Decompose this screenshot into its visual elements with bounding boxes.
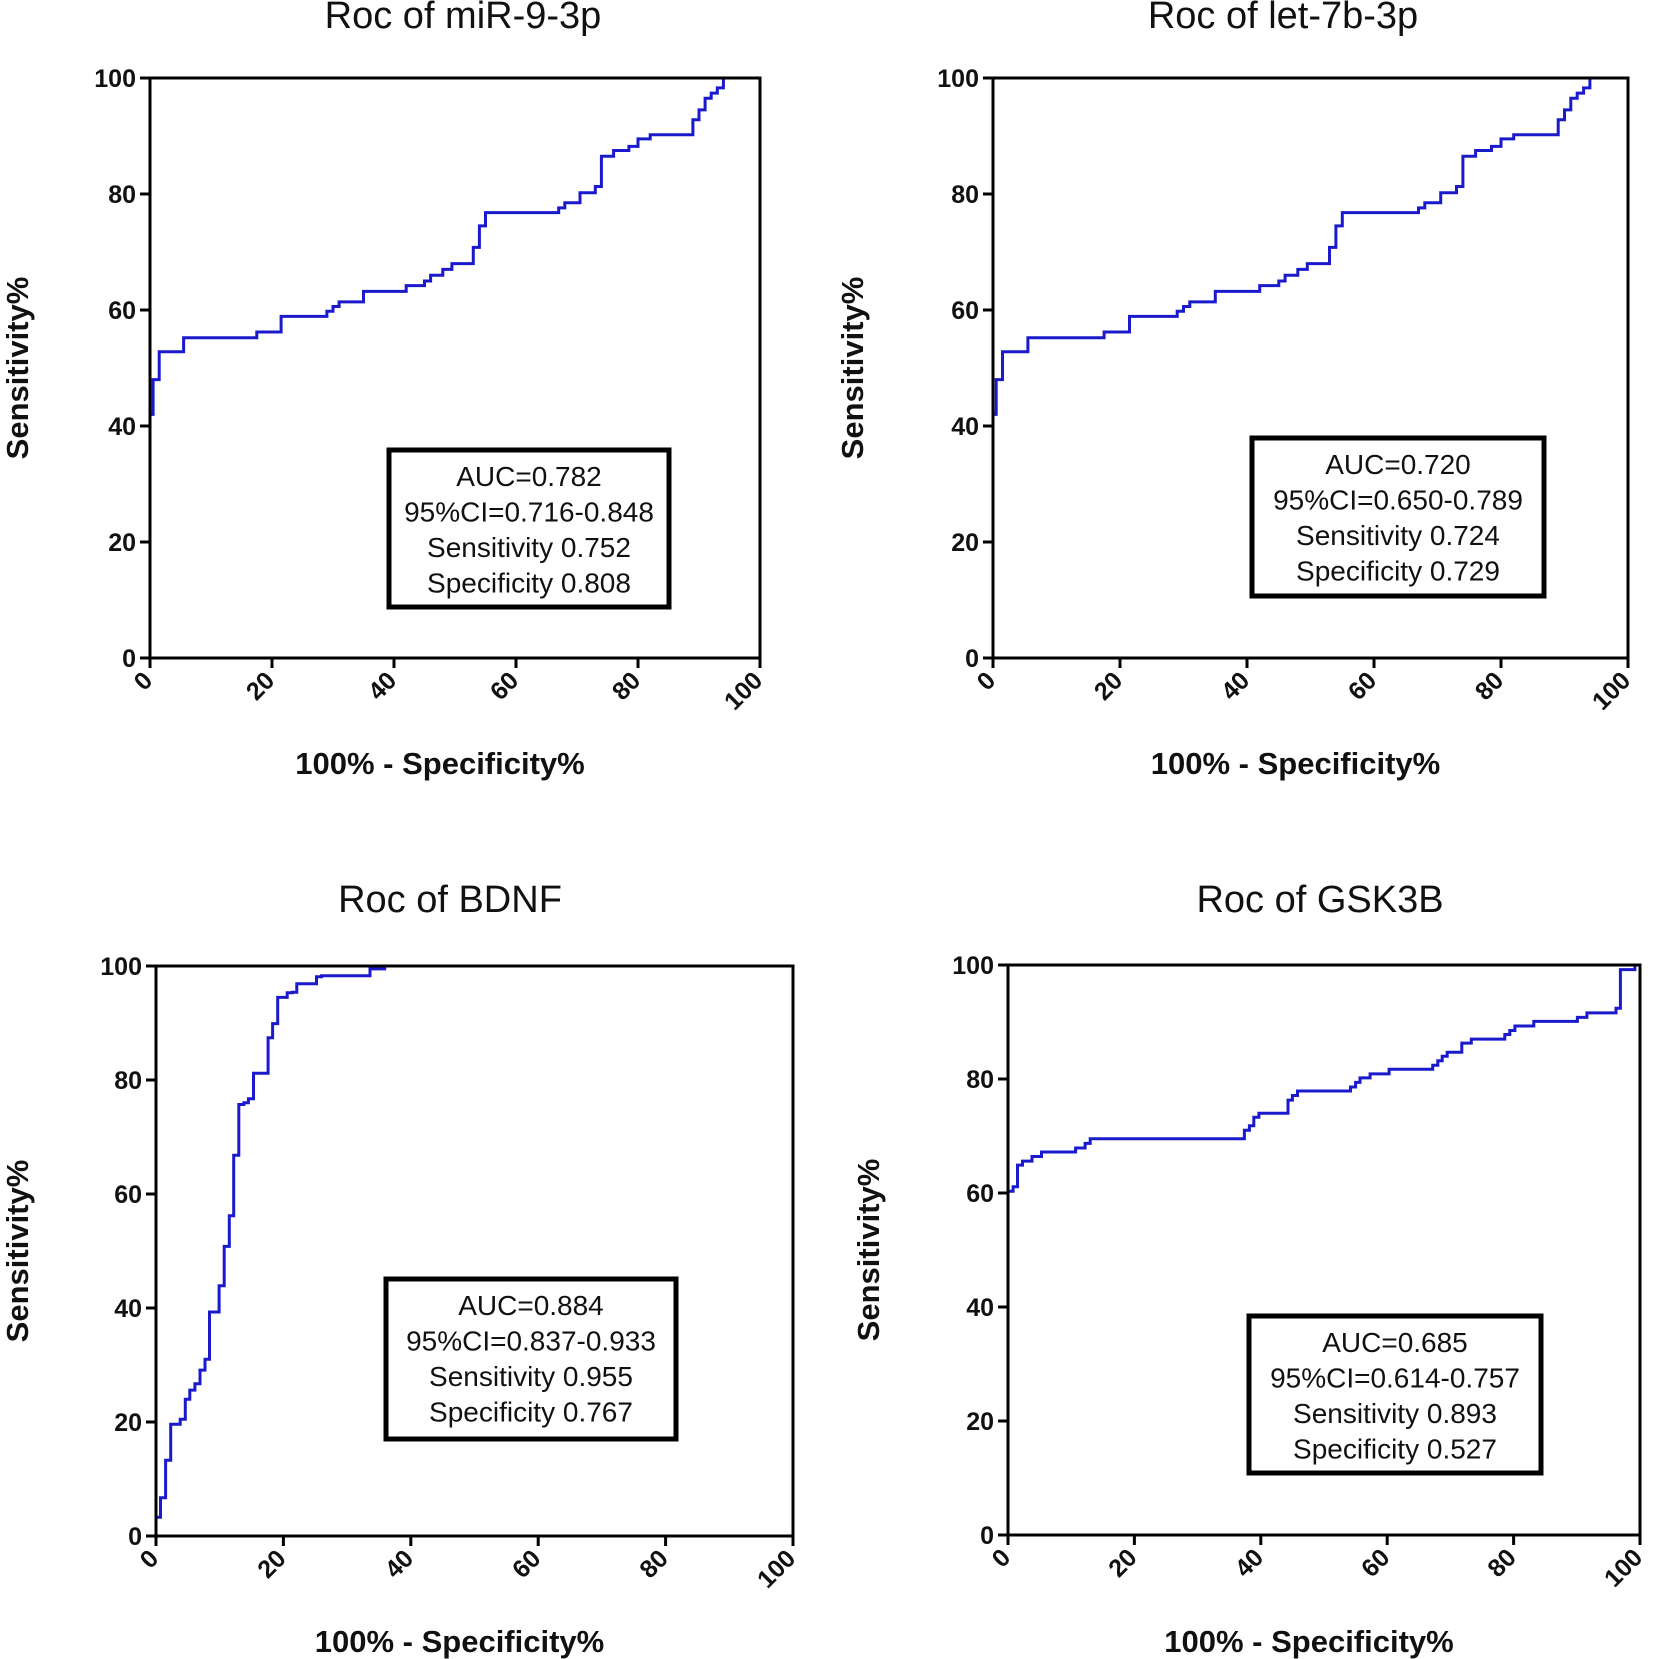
x-tick-label: 80	[1482, 1543, 1521, 1582]
y-tick-label: 100	[937, 65, 979, 93]
chart-title: Roc of let-7b-3p	[1148, 0, 1418, 37]
x-tick-label: 100	[752, 1544, 801, 1593]
y-tick-label: 80	[951, 181, 979, 209]
x-axis-title: 100% - Specificity%	[1164, 1624, 1453, 1659]
y-tick-label: 60	[114, 1181, 142, 1209]
y-tick-label: 20	[108, 529, 136, 557]
roc-panel-3: Roc of BDNF 0 20 40 60 80 100 0 20 40 60 80 100 100% …	[0, 879, 801, 1659]
stats-box: AUC=0.782 95%CI=0.716-0.848 Sensitivity 0.…	[386, 447, 672, 610]
stats-line: 95%CI=0.837-0.933	[406, 1326, 656, 1357]
x-tick-label: 20	[241, 666, 280, 705]
roc-curve	[1006, 963, 1640, 1535]
plot-frame	[991, 76, 1630, 660]
roc-panel-1: Roc of miR-9-3p 0 20 40 60 80 100 0 20 40 60 80 100 1…	[0, 0, 768, 781]
stats-line: Sensitivity 0.893	[1293, 1398, 1497, 1429]
x-tick-label: 0	[135, 1544, 165, 1574]
x-tick-label: 0	[129, 666, 159, 696]
y-tick-label: 60	[108, 297, 136, 325]
y-axis-title: Sensitivity%	[0, 1160, 35, 1343]
x-tick-label: 100	[1587, 666, 1636, 715]
y-tick-label: 80	[966, 1066, 994, 1094]
roc-panel-4: Roc of GSK3B 0 20 40 60 80 100 0 20 40 60 80 100 100%…	[851, 879, 1648, 1659]
y-tick-label: 80	[108, 181, 136, 209]
stats-line: 95%CI=0.614-0.757	[1270, 1363, 1520, 1394]
chart-title: Roc of BDNF	[338, 879, 562, 921]
stats-box-frame	[1246, 1313, 1544, 1476]
x-tick-label: 0	[987, 1543, 1017, 1573]
y-tick-label: 0	[965, 645, 979, 673]
y-tick-label: 40	[108, 413, 136, 441]
y-tick-label: 40	[114, 1295, 142, 1323]
x-tick-label: 100	[1599, 1543, 1648, 1592]
x-tick-label: 60	[1343, 666, 1382, 705]
stats-line: 95%CI=0.650-0.789	[1273, 485, 1523, 516]
stats-box-frame	[1249, 435, 1547, 599]
plot-frame	[1006, 963, 1642, 1537]
stats-line: AUC=0.685	[1322, 1327, 1468, 1358]
y-tick-label: 60	[951, 297, 979, 325]
x-tick-label: 20	[1089, 666, 1128, 705]
x-tick-label: 60	[485, 666, 524, 705]
roc-curve	[991, 76, 1628, 658]
x-tick-label: 40	[380, 1544, 419, 1583]
roc-panel-2: Roc of let-7b-3p 0 20 40 60 80 100 0 20 40 60 80 100…	[835, 0, 1636, 781]
y-axis-title: Sensitivity%	[835, 277, 870, 460]
x-tick-label: 80	[1470, 666, 1509, 705]
x-tick-label: 40	[1230, 1543, 1269, 1582]
stats-line: Specificity 0.729	[1296, 556, 1500, 587]
stats-line: Sensitivity 0.955	[429, 1361, 633, 1392]
x-axis-title: 100% - Specificity%	[1151, 746, 1440, 781]
stats-line: Specificity 0.808	[427, 568, 631, 599]
stats-line: Sensitivity 0.724	[1296, 520, 1500, 551]
y-tick-label: 0	[122, 645, 136, 673]
y-tick-label: 0	[128, 1523, 142, 1551]
y-axis-title: Sensitivity%	[851, 1159, 886, 1342]
stats-line: Specificity 0.767	[429, 1397, 633, 1428]
y-tick-label: 80	[114, 1067, 142, 1095]
chart-title: Roc of GSK3B	[1196, 879, 1443, 921]
y-tick-label: 100	[94, 65, 136, 93]
x-tick-label: 20	[252, 1544, 291, 1583]
plot-frame	[148, 76, 762, 660]
x-tick-label: 80	[607, 666, 646, 705]
y-tick-label: 60	[966, 1180, 994, 1208]
x-tick-label: 0	[972, 666, 1002, 696]
y-tick-label: 100	[952, 952, 994, 980]
x-tick-label: 40	[1216, 666, 1255, 705]
x-tick-label: 40	[363, 666, 402, 705]
roc-curve	[148, 76, 760, 658]
y-tick-label: 40	[966, 1294, 994, 1322]
stats-line: AUC=0.884	[458, 1290, 604, 1321]
y-tick-label: 20	[966, 1408, 994, 1436]
y-tick-label: 40	[951, 413, 979, 441]
stats-box: AUC=0.685 95%CI=0.614-0.757 Sensitivity 0.…	[1246, 1313, 1544, 1476]
chart-title: Roc of miR-9-3p	[325, 0, 602, 37]
x-axis-title: 100% - Specificity%	[315, 1624, 604, 1659]
stats-box: AUC=0.884 95%CI=0.837-0.933 Sensitivity 0.…	[383, 1276, 679, 1442]
plot-frame	[154, 964, 795, 1538]
stats-line: AUC=0.782	[456, 461, 602, 492]
x-tick-label: 20	[1103, 1543, 1142, 1582]
x-axis-title: 100% - Specificity%	[295, 746, 584, 781]
stats-line: AUC=0.720	[1325, 449, 1471, 480]
stats-line: Specificity 0.527	[1293, 1434, 1497, 1465]
x-tick-label: 100	[719, 666, 768, 715]
stats-box-frame	[383, 1276, 679, 1442]
y-tick-label: 0	[980, 1522, 994, 1550]
x-tick-label: 60	[1356, 1543, 1395, 1582]
x-tick-label: 60	[507, 1544, 546, 1583]
stats-box-frame	[386, 447, 672, 610]
stats-line: Sensitivity 0.752	[427, 532, 631, 563]
stats-box: AUC=0.720 95%CI=0.650-0.789 Sensitivity 0.…	[1249, 435, 1547, 599]
roc-curve	[154, 964, 793, 1536]
x-tick-label: 80	[634, 1544, 673, 1583]
y-axis-title: Sensitivity%	[0, 277, 35, 460]
y-tick-label: 100	[100, 953, 142, 981]
y-tick-label: 20	[114, 1409, 142, 1437]
y-tick-label: 20	[951, 529, 979, 557]
stats-line: 95%CI=0.716-0.848	[404, 497, 654, 528]
